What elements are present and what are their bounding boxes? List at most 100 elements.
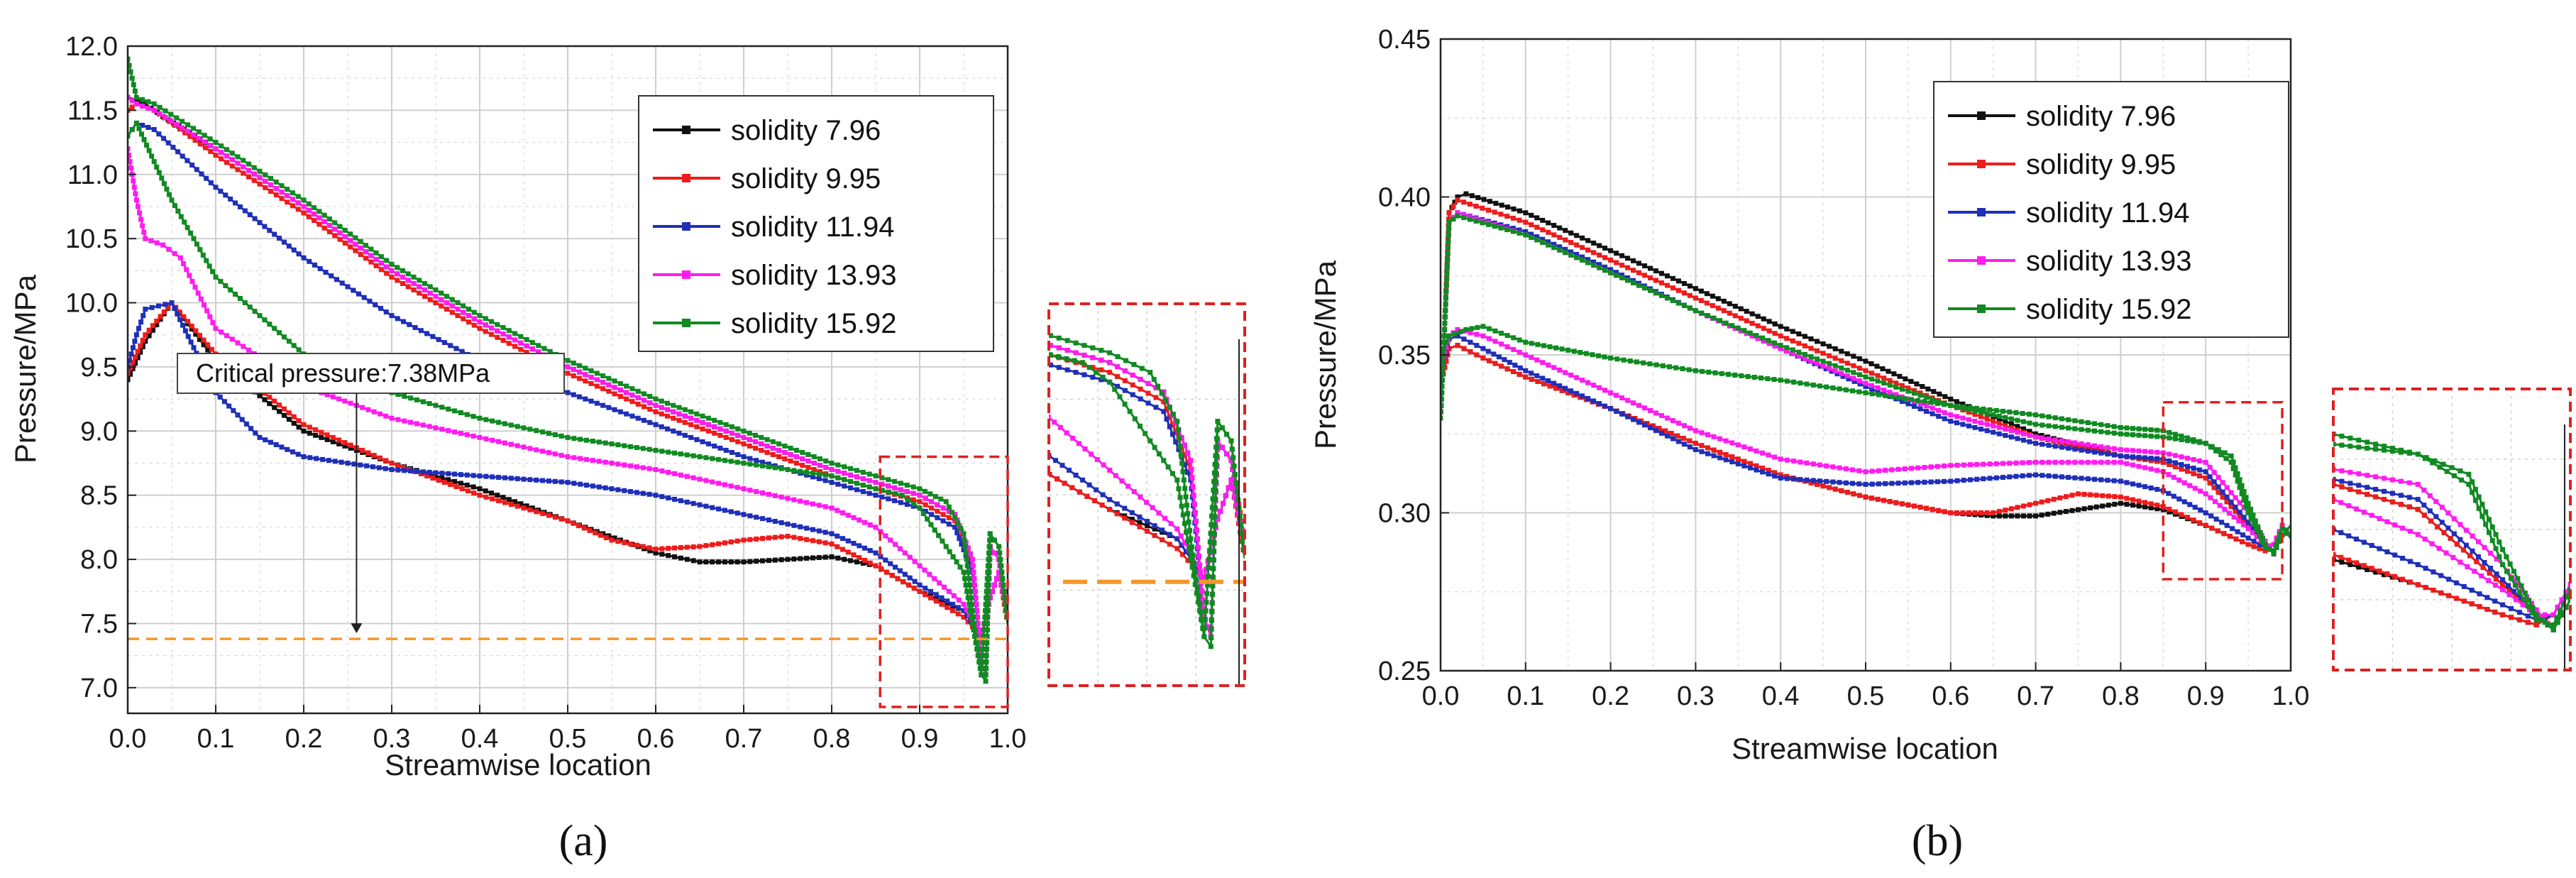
data-marker [974, 608, 980, 613]
data-marker [975, 653, 981, 659]
data-marker [1534, 224, 1540, 230]
data-marker [1170, 412, 1176, 417]
data-marker [241, 164, 246, 170]
data-marker [1179, 542, 1184, 548]
data-marker [357, 52, 362, 57]
data-marker [402, 393, 407, 399]
data-marker [1179, 435, 1184, 441]
data-marker [917, 588, 923, 594]
data-marker [334, 277, 339, 282]
data-marker [1144, 500, 1150, 505]
data-marker [986, 556, 991, 562]
data-marker [439, 405, 445, 410]
data-marker [271, 317, 276, 322]
data-marker [1608, 258, 1614, 263]
data-marker [897, 568, 903, 574]
data-marker [590, 439, 595, 444]
data-marker [439, 471, 445, 476]
data-marker [1547, 383, 1553, 389]
data-marker [529, 155, 534, 160]
data-marker [860, 469, 866, 475]
data-marker [712, 443, 717, 449]
data-marker [187, 133, 193, 139]
data-marker [1966, 510, 1971, 515]
data-marker [312, 205, 317, 211]
data-marker [235, 167, 241, 172]
data-marker [1233, 480, 1239, 485]
data-marker [205, 342, 211, 348]
legend-label-solidity-7-96: solidity 7.96 [731, 115, 881, 146]
data-marker [321, 219, 327, 224]
data-marker [185, 334, 191, 339]
data-marker [893, 490, 898, 496]
data-marker [760, 459, 766, 465]
data-marker [581, 525, 587, 531]
data-marker [383, 309, 389, 315]
data-marker [1680, 436, 1686, 441]
data-marker [1189, 466, 1194, 472]
data-marker [135, 349, 141, 354]
data-marker [686, 442, 691, 447]
data-marker [703, 478, 709, 483]
data-marker [140, 103, 145, 109]
data-marker [829, 541, 835, 547]
data-marker [26, 155, 31, 160]
data-marker [507, 133, 512, 138]
data-marker [373, 302, 378, 307]
data-marker [964, 556, 969, 562]
data-marker [622, 419, 627, 424]
data-marker [1209, 635, 1214, 641]
data-marker [389, 274, 395, 280]
data-marker [778, 557, 784, 563]
data-marker [816, 539, 822, 544]
data-marker [161, 309, 167, 314]
data-marker [684, 473, 690, 479]
data-marker [829, 531, 835, 537]
data-marker [272, 398, 277, 404]
data-marker [1192, 569, 1198, 574]
data-marker [405, 271, 411, 277]
data-marker [59, 55, 64, 60]
data-marker [659, 546, 665, 552]
data-marker [922, 567, 928, 573]
data-marker [1174, 477, 1180, 483]
data-marker [286, 243, 292, 249]
data-marker [630, 202, 635, 207]
data-marker [1209, 618, 1215, 623]
data-marker [379, 55, 384, 60]
data-marker [233, 291, 238, 297]
data-marker [14, 5, 19, 10]
data-marker [241, 287, 246, 292]
data-marker [1960, 510, 1966, 515]
data-marker [602, 440, 608, 446]
data-marker [1180, 512, 1186, 517]
data-marker [1563, 228, 1568, 234]
data-marker [534, 509, 539, 515]
data-marker [646, 491, 652, 497]
data-marker [989, 458, 994, 463]
data-marker [947, 374, 952, 379]
data-marker [963, 550, 969, 556]
data-marker [356, 291, 361, 297]
data-marker [1174, 419, 1180, 424]
data-marker [845, 538, 851, 544]
data-marker [143, 236, 148, 241]
data-marker [728, 539, 734, 545]
data-marker [759, 447, 764, 453]
data-marker [363, 249, 369, 255]
data-marker [1469, 193, 1475, 199]
data-marker [1766, 319, 1772, 324]
data-marker [154, 318, 160, 324]
data-marker [484, 122, 489, 127]
data-marker [1874, 363, 1880, 369]
data-marker [405, 284, 411, 290]
data-marker [1040, 468, 1045, 473]
data-marker [635, 388, 641, 394]
data-marker [947, 549, 952, 554]
data-marker [436, 336, 441, 342]
data-marker [1040, 341, 1045, 346]
data-marker [961, 547, 967, 553]
data-marker [981, 634, 986, 640]
data-marker [1201, 634, 1207, 640]
data-marker [791, 556, 797, 562]
